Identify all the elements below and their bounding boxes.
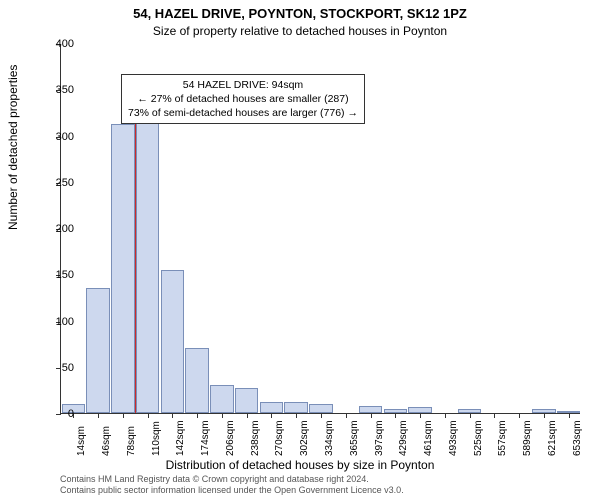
histogram-bar — [86, 288, 110, 413]
x-tick-label: 142sqm — [175, 420, 186, 456]
x-tick-label: 270sqm — [274, 420, 285, 456]
histogram-bar — [111, 124, 135, 413]
chart-subtitle: Size of property relative to detached ho… — [0, 24, 600, 38]
y-tick-label: 400 — [40, 38, 74, 50]
y-tick-label: 150 — [40, 269, 74, 281]
footer-line-2: Contains public sector information licen… — [60, 485, 404, 496]
x-tick-mark — [420, 413, 421, 418]
x-tick-mark — [569, 413, 570, 418]
histogram-bar — [210, 385, 234, 413]
histogram-bar — [284, 402, 308, 413]
x-tick-label: 653sqm — [572, 420, 583, 456]
x-tick-mark — [123, 413, 124, 418]
x-tick-label: 589sqm — [522, 420, 533, 456]
chart-title: 54, HAZEL DRIVE, POYNTON, STOCKPORT, SK1… — [0, 6, 600, 21]
histogram-bar — [359, 406, 383, 413]
x-tick-mark — [148, 413, 149, 418]
annotation-line: 73% of semi-detached houses are larger (… — [128, 106, 358, 120]
plot-area: 54 HAZEL DRIVE: 94sqm← 27% of detached h… — [60, 44, 580, 414]
x-tick-label: 397sqm — [374, 420, 385, 456]
x-tick-mark — [247, 413, 248, 418]
x-tick-label: 429sqm — [398, 420, 409, 456]
x-tick-label: 174sqm — [200, 420, 211, 456]
property-marker-line — [135, 85, 136, 413]
x-tick-label: 46sqm — [101, 426, 112, 456]
y-tick-label: 350 — [40, 84, 74, 96]
y-tick-label: 50 — [40, 362, 74, 374]
x-tick-mark — [172, 413, 173, 418]
histogram-bar — [235, 388, 259, 413]
x-tick-label: 365sqm — [349, 420, 360, 456]
y-axis-label: Number of detached properties — [6, 65, 20, 230]
x-tick-label: 334sqm — [324, 420, 335, 456]
x-tick-mark — [222, 413, 223, 418]
x-tick-label: 14sqm — [76, 426, 87, 456]
y-tick-label: 200 — [40, 223, 74, 235]
histogram-bar — [260, 402, 284, 413]
x-tick-label: 525sqm — [473, 420, 484, 456]
x-tick-mark — [395, 413, 396, 418]
annotation-line: 54 HAZEL DRIVE: 94sqm — [128, 78, 358, 92]
x-tick-mark — [494, 413, 495, 418]
y-tick-label: 100 — [40, 316, 74, 328]
x-tick-mark — [296, 413, 297, 418]
x-axis-label: Distribution of detached houses by size … — [0, 458, 600, 472]
footer-attribution: Contains HM Land Registry data © Crown c… — [60, 474, 404, 497]
annotation-line: ← 27% of detached houses are smaller (28… — [128, 92, 358, 106]
x-tick-mark — [346, 413, 347, 418]
x-tick-label: 78sqm — [126, 426, 137, 456]
x-tick-mark — [371, 413, 372, 418]
y-tick-label: 250 — [40, 177, 74, 189]
x-tick-label: 557sqm — [497, 420, 508, 456]
y-tick-label: 0 — [40, 408, 74, 420]
histogram-bar — [136, 119, 160, 413]
x-tick-label: 238sqm — [250, 420, 261, 456]
x-tick-label: 621sqm — [547, 420, 558, 456]
x-tick-label: 110sqm — [151, 421, 162, 456]
x-tick-mark — [470, 413, 471, 418]
x-tick-label: 461sqm — [423, 420, 434, 456]
x-tick-mark — [445, 413, 446, 418]
x-tick-mark — [197, 413, 198, 418]
histogram-bar — [161, 270, 185, 413]
x-tick-label: 206sqm — [225, 420, 236, 456]
x-tick-mark — [544, 413, 545, 418]
x-tick-mark — [98, 413, 99, 418]
x-tick-label: 302sqm — [299, 420, 310, 456]
x-tick-mark — [321, 413, 322, 418]
x-tick-label: 493sqm — [448, 420, 459, 456]
y-tick-label: 300 — [40, 131, 74, 143]
histogram-bar — [185, 348, 209, 413]
histogram-bar — [309, 404, 333, 413]
x-tick-mark — [519, 413, 520, 418]
annotation-box: 54 HAZEL DRIVE: 94sqm← 27% of detached h… — [121, 74, 365, 125]
x-tick-mark — [271, 413, 272, 418]
footer-line-1: Contains HM Land Registry data © Crown c… — [60, 474, 404, 485]
